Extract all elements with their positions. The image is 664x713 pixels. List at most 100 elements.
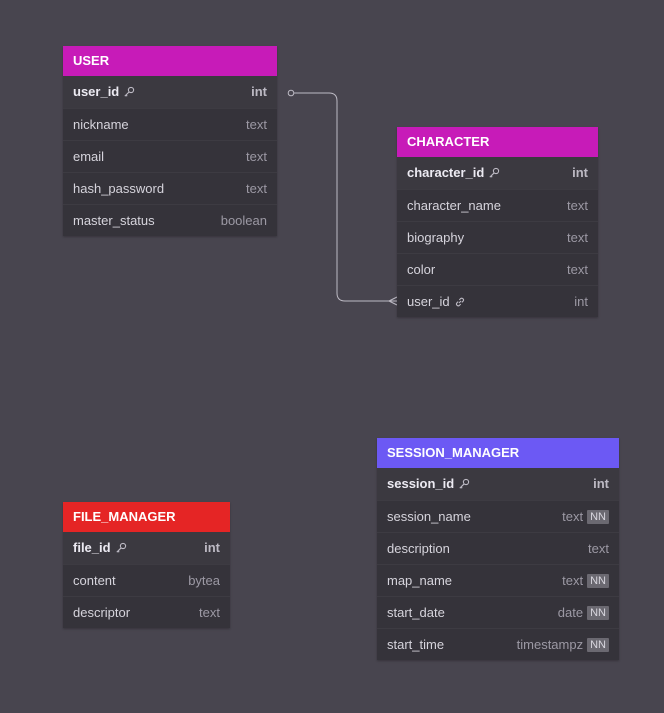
column-row-user-id[interactable]: user_id int	[63, 76, 277, 108]
column-name-text: description	[387, 540, 450, 556]
column-type-text: text	[567, 229, 588, 245]
column-name: content	[73, 565, 116, 597]
column-name-text: color	[407, 261, 436, 277]
column-row-start-time[interactable]: start_time timestampz NN	[377, 628, 619, 660]
table-rows: session_id int session_name text NN descripti…	[377, 468, 619, 660]
column-type-text: text	[567, 197, 588, 213]
column-type: text	[246, 109, 267, 141]
column-type: text	[567, 190, 588, 222]
column-row-character-name[interactable]: character_name text	[397, 189, 598, 221]
column-type-text: int	[204, 540, 220, 555]
column-row-color[interactable]: color text	[397, 253, 598, 285]
column-type: text	[199, 597, 220, 629]
column-row-start-date[interactable]: start_date date NN	[377, 596, 619, 628]
column-type: text NN	[562, 565, 609, 597]
column-name: character_id	[407, 157, 500, 189]
column-name-text: character_name	[407, 197, 501, 213]
relationship-one-marker	[287, 89, 295, 97]
column-row-content[interactable]: content bytea	[63, 564, 230, 596]
not-null-badge: NN	[587, 605, 609, 620]
column-row-description[interactable]: description text	[377, 532, 619, 564]
table-rows: file_id int content bytea descriptor text	[63, 532, 230, 628]
column-name: session_id	[387, 468, 470, 500]
column-name-text: character_id	[407, 165, 485, 180]
table-header-session-manager[interactable]: SESSION_MANAGER	[377, 438, 619, 468]
column-type-text: int	[593, 476, 609, 491]
key-icon	[458, 478, 470, 490]
column-row-descriptor[interactable]: descriptor text	[63, 596, 230, 628]
table-session-manager[interactable]: SESSION_MANAGER session_id int session_nam…	[377, 438, 619, 660]
link-icon	[454, 296, 466, 308]
table-rows: character_id int character_name text biograp…	[397, 157, 598, 317]
column-name-text: user_id	[407, 293, 450, 309]
key-icon	[488, 167, 500, 179]
column-type: timestampz NN	[517, 629, 609, 661]
column-name: user_id	[73, 76, 135, 108]
column-type-text: text	[562, 572, 584, 588]
column-name: hash_password	[73, 173, 164, 205]
column-type-text: text	[588, 540, 609, 556]
table-file-manager[interactable]: FILE_MANAGER file_id int content bytea descr…	[63, 502, 230, 628]
column-name: description	[387, 533, 450, 565]
column-type-text: text	[246, 180, 267, 196]
table-header-character[interactable]: CHARACTER	[397, 127, 598, 157]
column-type: int	[593, 468, 609, 500]
column-type-text: timestampz	[516, 636, 584, 652]
table-header-file-manager[interactable]: FILE_MANAGER	[63, 502, 230, 532]
column-name-text: session_id	[387, 476, 455, 491]
column-name: email	[73, 141, 104, 173]
column-name-text: master_status	[73, 212, 155, 228]
column-name-text: session_name	[387, 508, 471, 524]
column-row-session-id[interactable]: session_id int	[377, 468, 619, 500]
column-row-user-id[interactable]: user_id int	[397, 285, 598, 317]
column-name: file_id	[73, 532, 127, 564]
column-type: text	[567, 254, 588, 286]
column-name-text: email	[73, 148, 105, 164]
column-name-text: start_time	[387, 636, 445, 652]
column-type: int	[204, 532, 220, 564]
column-name-text: start_date	[387, 604, 445, 620]
column-type-text: text	[199, 604, 220, 620]
column-type-text: bytea	[188, 572, 220, 588]
column-row-email[interactable]: email text	[63, 140, 277, 172]
column-type: text	[246, 173, 267, 205]
column-type: date NN	[558, 597, 609, 629]
column-type-text: text	[246, 148, 267, 164]
column-type: text	[567, 222, 588, 254]
column-row-map-name[interactable]: map_name text NN	[377, 564, 619, 596]
column-type: int	[572, 157, 588, 189]
column-name-text: map_name	[387, 572, 453, 588]
column-row-file-id[interactable]: file_id int	[63, 532, 230, 564]
column-row-master-status[interactable]: master_status boolean	[63, 204, 277, 236]
table-user[interactable]: USER user_id int nickname text email text hash…	[63, 46, 277, 236]
column-type: text	[588, 533, 609, 565]
column-name: start_time	[387, 629, 444, 661]
column-row-nickname[interactable]: nickname text	[63, 108, 277, 140]
column-name-text: descriptor	[73, 604, 131, 620]
column-row-session-name[interactable]: session_name text NN	[377, 500, 619, 532]
column-type-text: boolean	[220, 212, 267, 228]
column-name: character_name	[407, 190, 501, 222]
column-name: descriptor	[73, 597, 130, 629]
not-null-badge: NN	[587, 573, 609, 588]
table-header-user[interactable]: USER	[63, 46, 277, 76]
table-rows: user_id int nickname text email text hash_pass…	[63, 76, 277, 236]
key-icon	[115, 542, 127, 554]
column-row-character-id[interactable]: character_id int	[397, 157, 598, 189]
column-name: session_name	[387, 501, 471, 533]
table-character[interactable]: CHARACTER character_id int character_name t…	[397, 127, 598, 317]
column-type-text: text	[567, 261, 588, 277]
column-name-text: hash_password	[73, 180, 165, 196]
relationship-line-user-character[interactable]	[291, 92, 397, 302]
column-type: int	[251, 76, 267, 108]
column-name-text: user_id	[73, 84, 120, 99]
column-row-biography[interactable]: biography text	[397, 221, 598, 253]
column-row-hash-password[interactable]: hash_password text	[63, 172, 277, 204]
column-type: text NN	[562, 501, 609, 533]
column-name: nickname	[73, 109, 129, 141]
column-type: boolean	[221, 205, 267, 237]
column-name-text: file_id	[73, 540, 111, 555]
column-type-text: int	[251, 84, 267, 99]
column-name: map_name	[387, 565, 452, 597]
